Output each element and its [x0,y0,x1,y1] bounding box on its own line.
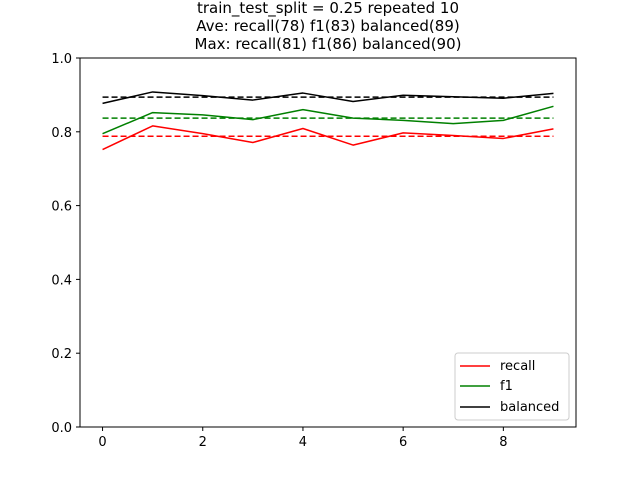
y-tick-label-0.4: 0.4 [51,273,72,288]
title-line-3: Max: recall(81) f1(86) balanced(90) [195,35,462,53]
series-line-recall [102,125,554,151]
x-tick-label-6: 6 [399,435,407,450]
y-tick-label-0.6: 0.6 [51,200,72,215]
legend-box [454,352,570,421]
title-line-2: Ave: recall(78) f1(83) balanced(89) [196,17,459,35]
legend-label-recall: recall [500,359,535,374]
series-line-balanced [102,91,554,105]
x-tick-label-4: 4 [299,435,307,450]
x-axis: 0 2 4 6 8 [98,427,507,450]
x-tick-label-8: 8 [499,435,507,450]
series-lines [102,91,554,151]
legend-label-f1: f1 [500,379,513,394]
x-tick-label-2: 2 [199,435,207,450]
plot-frame [79,57,577,428]
legend-label-balanced: balanced [500,400,559,415]
title-line-1: train_test_split = 0.25 repeated 10 [197,0,459,18]
y-tick-label-0.8: 0.8 [51,126,72,141]
y-tick-label-0.0: 0.0 [51,421,72,436]
series-line-f1 [102,105,554,135]
y-tick-label-0.2: 0.2 [51,347,72,362]
y-axis: 0.0 0.2 0.4 0.6 0.8 1.0 [51,52,80,436]
legend: recall f1 balanced [454,352,570,421]
x-tick-label-0: 0 [98,435,106,450]
y-tick-label-1.0: 1.0 [51,52,72,67]
chart-title: train_test_split = 0.25 repeated 10 Ave:… [195,0,462,53]
